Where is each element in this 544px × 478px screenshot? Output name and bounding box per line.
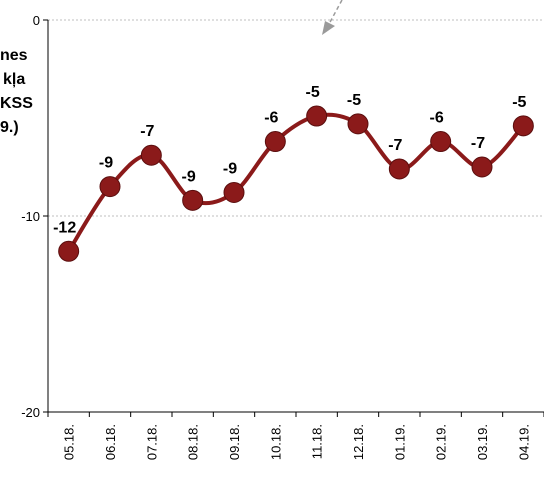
data-point bbox=[99, 176, 121, 198]
data-point bbox=[140, 144, 162, 166]
x-tick-label: 09.18. bbox=[227, 424, 242, 460]
data-point bbox=[223, 181, 245, 203]
x-tick-label: 07.18. bbox=[144, 424, 159, 460]
data-labels: -12 -9 -7 -9 -9 -6 -5 -5 -7 -6 -7 -5 bbox=[53, 84, 526, 236]
side-text-line-4: 9.) bbox=[0, 119, 19, 136]
data-label: -9 bbox=[99, 155, 113, 172]
data-label: -12 bbox=[53, 219, 76, 236]
x-tick-label: 04.19. bbox=[516, 424, 531, 460]
y-tick-labels: 0 -10 -20 bbox=[21, 13, 48, 420]
data-label: -9 bbox=[223, 160, 237, 177]
y-tick-label: -20 bbox=[21, 405, 40, 420]
x-tick-label: 01.19. bbox=[392, 424, 407, 460]
data-label: -7 bbox=[388, 137, 402, 154]
y-tick-label: -10 bbox=[21, 209, 40, 224]
side-text-line-2: kļa bbox=[3, 71, 25, 88]
side-text-line-1: nes bbox=[0, 47, 28, 64]
pointer-arrow bbox=[322, 0, 343, 35]
x-tick-label: 08.18. bbox=[186, 424, 201, 460]
data-label: -7 bbox=[140, 123, 154, 140]
x-tick-label: 06.18. bbox=[103, 424, 118, 460]
data-point bbox=[430, 131, 452, 153]
side-text-line-3: KSS bbox=[0, 95, 33, 112]
x-tick-label: 03.19. bbox=[475, 424, 490, 460]
data-point bbox=[58, 240, 80, 262]
grid-lines bbox=[48, 19, 544, 217]
series-line bbox=[66, 112, 526, 254]
data-label: -7 bbox=[471, 135, 485, 152]
pointer-arrow-head bbox=[322, 21, 335, 35]
data-point bbox=[471, 156, 493, 178]
data-label: -6 bbox=[430, 110, 444, 127]
data-label: -9 bbox=[182, 168, 196, 185]
data-point bbox=[347, 113, 369, 135]
data-label: -5 bbox=[512, 94, 526, 111]
data-label: -5 bbox=[306, 84, 320, 101]
data-point bbox=[388, 158, 410, 180]
x-tick-labels: 05.18. 06.18. 07.18. 08.18. 09.18. 10.18. 11.1… bbox=[47, 412, 544, 460]
y-tick-label: 0 bbox=[33, 13, 40, 28]
data-point bbox=[306, 105, 328, 127]
data-label: -5 bbox=[347, 92, 361, 109]
x-tick-label: 11.18. bbox=[310, 424, 325, 459]
data-label: -6 bbox=[264, 110, 278, 127]
data-point bbox=[512, 115, 534, 137]
pointer-arrow-shaft bbox=[328, 0, 343, 25]
x-tick-label: 10.18. bbox=[268, 424, 283, 460]
x-tick-label: 05.18. bbox=[62, 424, 77, 460]
series-markers bbox=[58, 105, 534, 262]
x-tick-label: 02.19. bbox=[434, 424, 449, 460]
side-text: nes kļa KSS 9.) bbox=[0, 47, 33, 136]
data-point bbox=[182, 189, 204, 211]
x-tick-label: 12.18. bbox=[351, 424, 366, 460]
data-point bbox=[264, 131, 286, 153]
